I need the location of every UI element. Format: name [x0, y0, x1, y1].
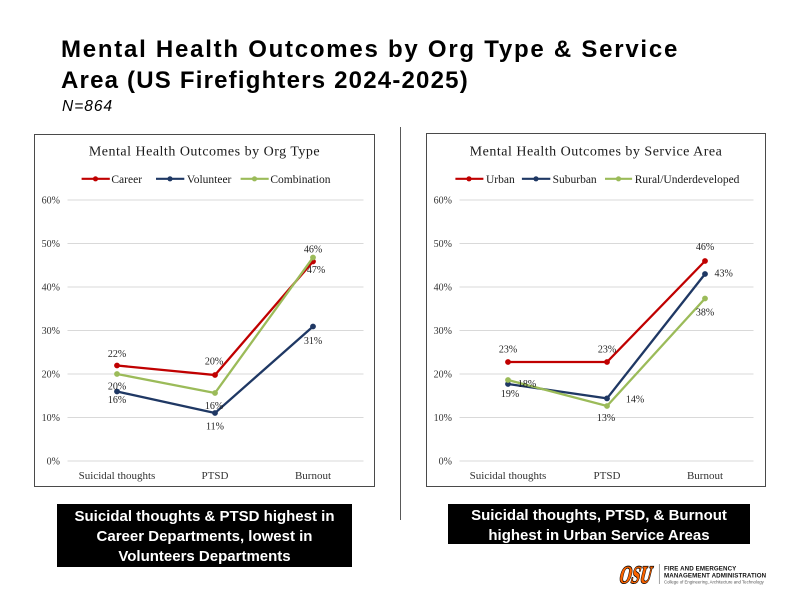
svg-text:PTSD: PTSD	[594, 470, 621, 482]
svg-text:0%: 0%	[439, 457, 452, 468]
svg-text:PTSD: PTSD	[202, 470, 229, 482]
svg-text:Rural/Underdeveloped: Rural/Underdeveloped	[635, 174, 740, 186]
svg-text:46%: 46%	[696, 242, 714, 253]
svg-text:16%: 16%	[108, 395, 126, 406]
svg-text:Burnout: Burnout	[687, 470, 723, 482]
svg-text:40%: 40%	[42, 283, 60, 294]
svg-text:Urban: Urban	[486, 174, 515, 186]
svg-text:23%: 23%	[598, 344, 616, 355]
svg-text:31%: 31%	[304, 336, 322, 347]
svg-text:Burnout: Burnout	[295, 470, 331, 482]
svg-text:23%: 23%	[499, 344, 517, 355]
svg-text:Volunteer: Volunteer	[187, 174, 232, 186]
svg-text:Suicidal thoughts: Suicidal thoughts	[470, 470, 547, 482]
svg-text:10%: 10%	[434, 413, 452, 424]
svg-text:Suicidal thoughts: Suicidal thoughts	[79, 470, 156, 482]
svg-text:47%: 47%	[307, 265, 325, 276]
svg-text:14%: 14%	[626, 394, 644, 405]
svg-text:20%: 20%	[205, 357, 223, 368]
svg-text:Combination: Combination	[270, 174, 330, 186]
svg-text:16%: 16%	[205, 401, 223, 412]
svg-text:22%: 22%	[108, 349, 126, 360]
svg-text:Mental Health Outcomes by Org: Mental Health Outcomes by Org Type	[89, 144, 320, 159]
svg-text:50%: 50%	[42, 239, 60, 250]
svg-text:Career: Career	[111, 174, 142, 186]
svg-text:OSU: OSU	[617, 561, 656, 589]
svg-text:30%: 30%	[434, 326, 452, 337]
svg-text:20%: 20%	[42, 370, 60, 381]
svg-text:38%: 38%	[696, 307, 714, 318]
svg-text:Suburban: Suburban	[553, 174, 597, 186]
svg-text:Mental Health Outcomes by Serv: Mental Health Outcomes by Service Area	[470, 144, 723, 159]
svg-text:FIRE AND EMERGENCY: FIRE AND EMERGENCY	[664, 565, 737, 572]
svg-text:13%: 13%	[597, 413, 615, 424]
svg-text:40%: 40%	[434, 283, 452, 294]
svg-text:11%: 11%	[206, 422, 224, 433]
svg-text:18%: 18%	[518, 379, 536, 390]
svg-text:19%: 19%	[501, 389, 519, 400]
svg-text:43%: 43%	[715, 269, 733, 280]
svg-text:30%: 30%	[42, 326, 60, 337]
svg-text:60%: 60%	[434, 196, 452, 207]
svg-text:46%: 46%	[304, 244, 322, 255]
svg-text:20%: 20%	[434, 370, 452, 381]
svg-text:MANAGEMENT ADMINISTRATION: MANAGEMENT ADMINISTRATION	[664, 572, 767, 579]
svg-text:College of Engineering, Archit: College of Engineering, Architecture and…	[664, 579, 765, 584]
svg-text:50%: 50%	[434, 239, 452, 250]
svg-text:60%: 60%	[42, 196, 60, 207]
svg-text:20%: 20%	[108, 381, 126, 392]
svg-text:10%: 10%	[42, 413, 60, 424]
svg-text:0%: 0%	[47, 457, 60, 468]
